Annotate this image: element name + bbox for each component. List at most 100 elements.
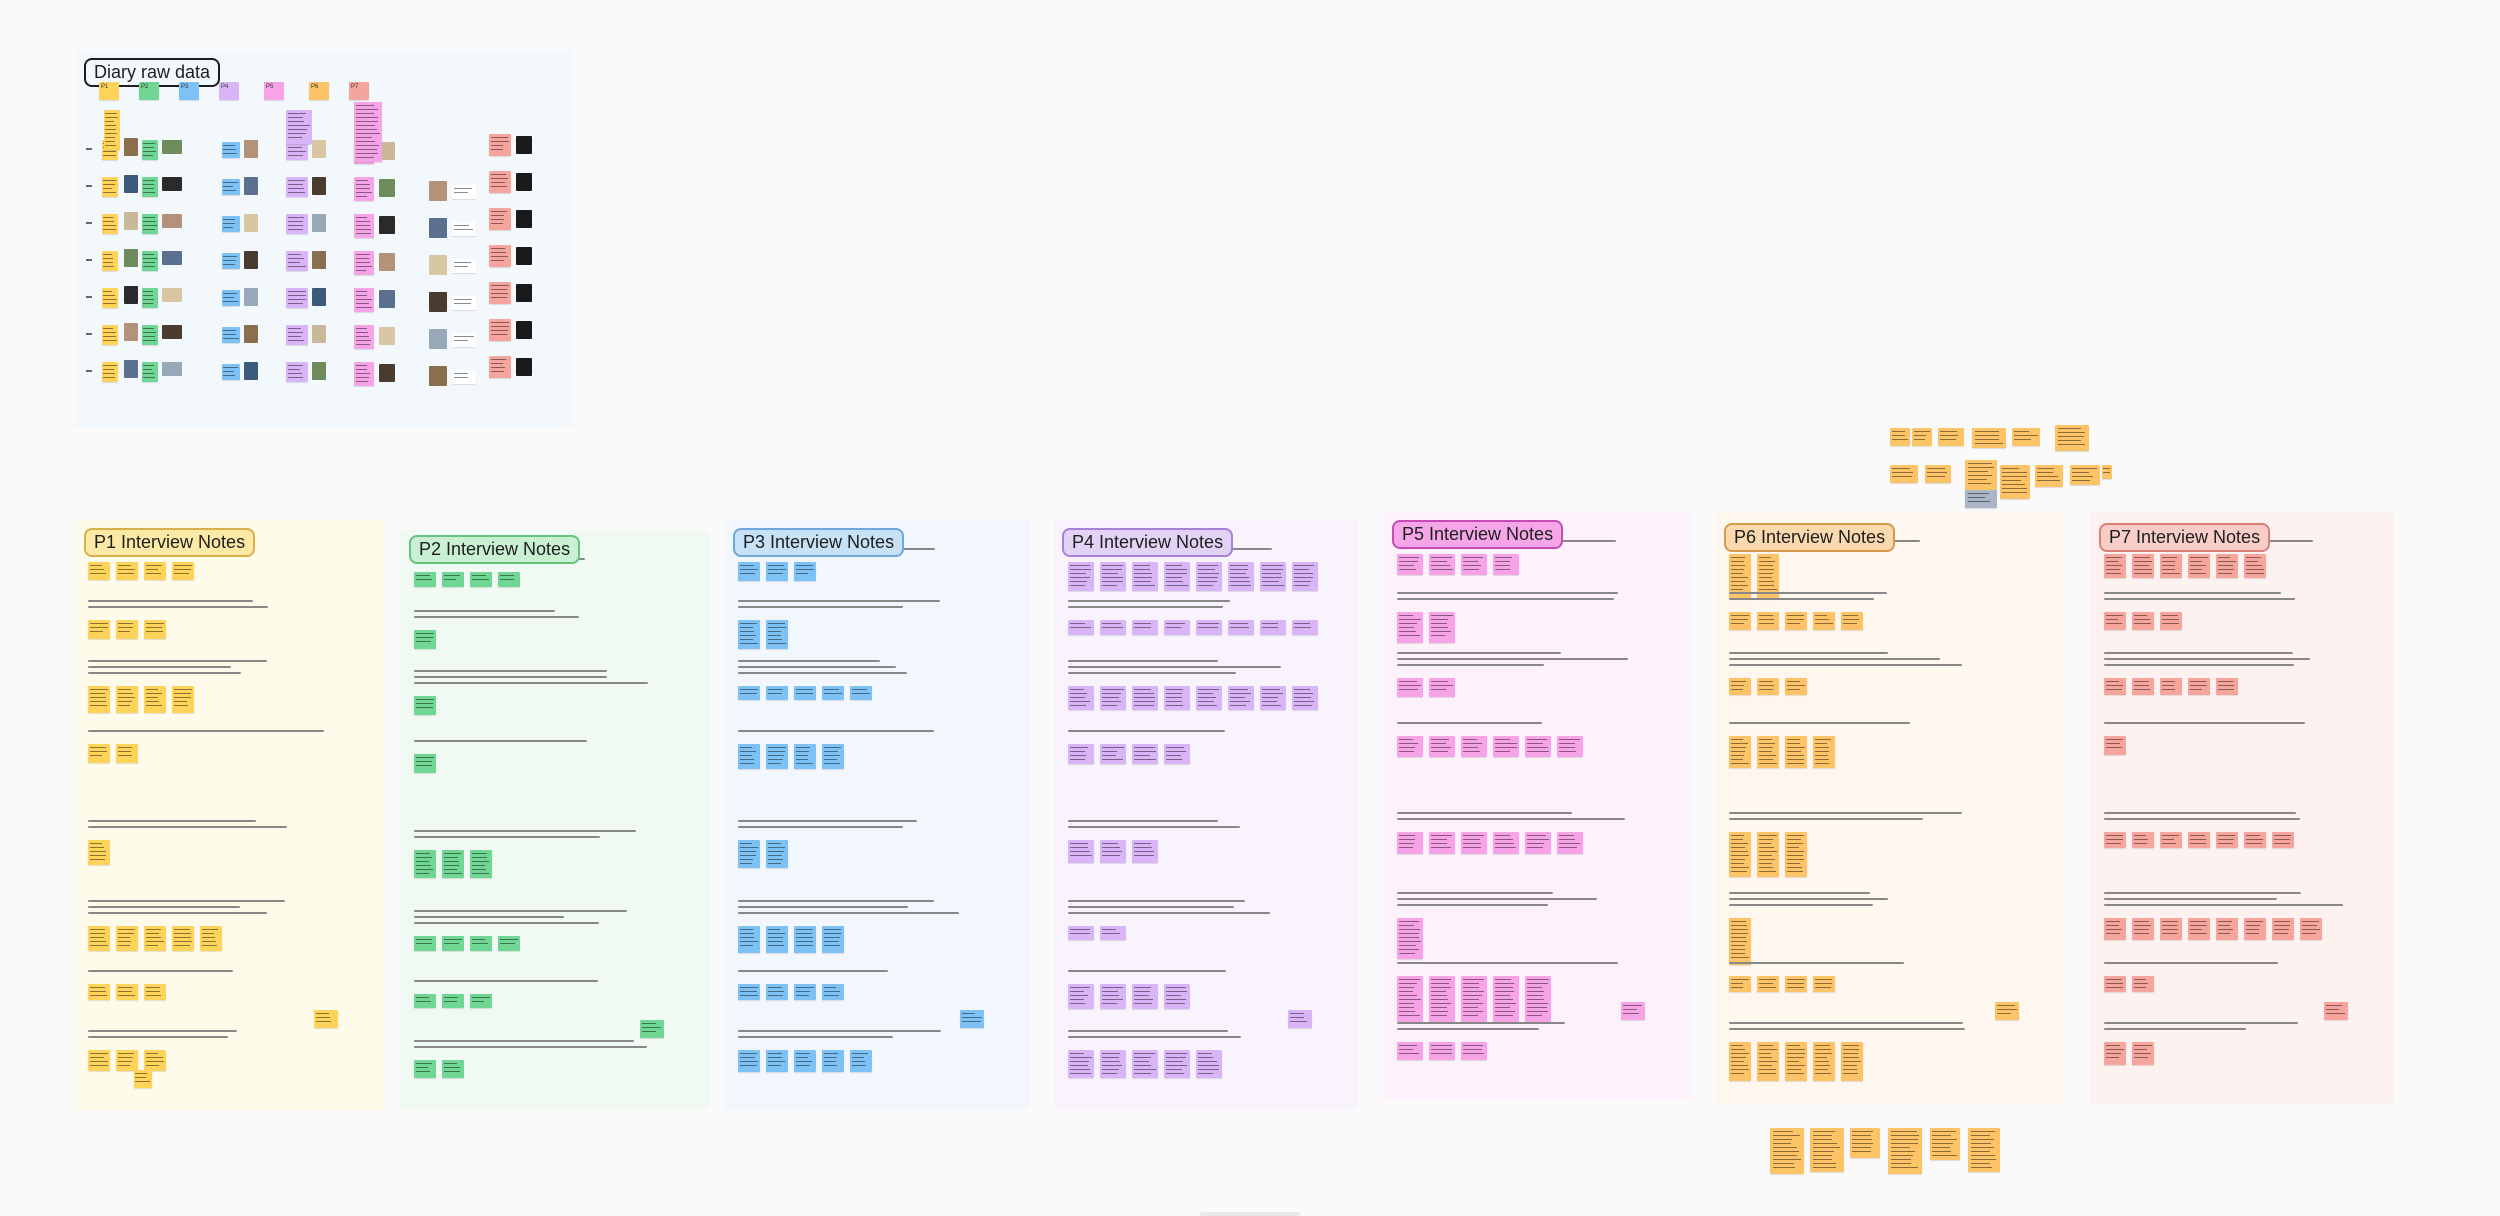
interview-sticky[interactable] bbox=[1729, 832, 1751, 877]
interview-sticky[interactable] bbox=[1100, 1050, 1126, 1078]
interview-sticky[interactable] bbox=[2300, 918, 2322, 940]
interview-sticky[interactable] bbox=[1729, 918, 1751, 965]
interview-sticky[interactable] bbox=[1132, 620, 1158, 635]
diary-entry[interactable] bbox=[354, 362, 374, 386]
interview-sticky[interactable] bbox=[172, 686, 194, 713]
interview-sticky[interactable] bbox=[470, 994, 492, 1008]
interview-sticky[interactable] bbox=[1429, 736, 1455, 757]
interview-sticky[interactable] bbox=[1785, 736, 1807, 768]
diary-photo[interactable] bbox=[124, 323, 138, 341]
interview-sticky[interactable] bbox=[414, 572, 436, 587]
floating-sticky[interactable] bbox=[1965, 460, 1997, 490]
interview-frame-p1[interactable] bbox=[74, 520, 384, 1110]
diary-photo[interactable] bbox=[379, 216, 395, 234]
interview-sticky[interactable] bbox=[1164, 744, 1190, 764]
interview-sticky[interactable] bbox=[738, 620, 760, 649]
interview-sticky[interactable] bbox=[1068, 984, 1094, 1009]
interview-sticky[interactable] bbox=[1397, 918, 1423, 959]
interview-sticky[interactable] bbox=[1429, 678, 1455, 697]
diary-entry[interactable] bbox=[489, 319, 511, 341]
interview-sticky[interactable] bbox=[2324, 1002, 2348, 1020]
interview-sticky[interactable] bbox=[314, 1010, 338, 1028]
diary-photo[interactable] bbox=[124, 212, 138, 230]
interview-sticky[interactable] bbox=[144, 620, 166, 639]
diary-frame[interactable]: Diary raw data P1 P2 P3 P4 P5 P6 P7 bbox=[74, 50, 574, 428]
interview-sticky[interactable] bbox=[116, 1050, 138, 1071]
interview-sticky[interactable] bbox=[1132, 744, 1158, 764]
interview-sticky[interactable] bbox=[470, 936, 492, 951]
diary-column-chip[interactable]: P3 bbox=[179, 82, 199, 100]
interview-sticky[interactable] bbox=[116, 562, 138, 580]
diary-caption[interactable] bbox=[452, 259, 476, 273]
interview-sticky[interactable] bbox=[766, 984, 788, 1000]
interview-sticky[interactable] bbox=[2104, 832, 2126, 848]
diary-photo[interactable] bbox=[429, 218, 447, 238]
diary-entry[interactable] bbox=[222, 179, 240, 195]
diary-photo[interactable] bbox=[244, 288, 258, 306]
interview-sticky[interactable] bbox=[1100, 562, 1126, 591]
floating-sticky[interactable] bbox=[1888, 1128, 1922, 1174]
diary-entry[interactable] bbox=[354, 325, 374, 349]
floating-sticky[interactable] bbox=[1925, 465, 1951, 483]
interview-sticky[interactable] bbox=[88, 1050, 110, 1071]
interview-title-p4[interactable]: P4 Interview Notes bbox=[1062, 528, 1234, 557]
interview-sticky[interactable] bbox=[766, 1050, 788, 1072]
diary-photo[interactable] bbox=[516, 284, 532, 302]
interview-sticky[interactable] bbox=[116, 744, 138, 763]
interview-sticky[interactable] bbox=[2188, 832, 2210, 848]
diary-entry[interactable] bbox=[222, 216, 240, 232]
diary-entry[interactable] bbox=[354, 251, 374, 275]
interview-sticky[interactable] bbox=[200, 926, 222, 951]
interview-sticky[interactable] bbox=[1228, 686, 1254, 710]
interview-sticky[interactable] bbox=[1461, 976, 1487, 1022]
diary-entry[interactable] bbox=[102, 325, 118, 345]
interview-sticky[interactable] bbox=[1132, 840, 1158, 863]
interview-sticky[interactable] bbox=[88, 840, 110, 865]
interview-sticky[interactable] bbox=[88, 744, 110, 763]
diary-photo[interactable] bbox=[244, 362, 258, 380]
diary-photo[interactable] bbox=[379, 179, 395, 197]
interview-sticky[interactable] bbox=[1196, 620, 1222, 635]
interview-sticky[interactable] bbox=[1785, 976, 1807, 992]
floating-sticky[interactable] bbox=[1938, 428, 1964, 446]
diary-photo[interactable] bbox=[162, 177, 182, 191]
floating-sticky[interactable] bbox=[1912, 428, 1932, 446]
floating-sticky[interactable] bbox=[1890, 428, 1910, 446]
interview-title-p1[interactable]: P1 Interview Notes bbox=[84, 528, 256, 557]
interview-frame-p4[interactable] bbox=[1054, 520, 1358, 1110]
interview-sticky[interactable] bbox=[1397, 832, 1423, 854]
floating-sticky[interactable] bbox=[1770, 1128, 1804, 1174]
interview-sticky[interactable] bbox=[822, 984, 844, 1000]
interview-sticky[interactable] bbox=[1785, 612, 1807, 630]
interview-sticky[interactable] bbox=[1429, 976, 1455, 1022]
interview-sticky[interactable] bbox=[1068, 686, 1094, 710]
interview-title-p5[interactable]: P5 Interview Notes bbox=[1392, 520, 1564, 549]
floating-sticky[interactable] bbox=[2012, 428, 2040, 446]
interview-sticky[interactable] bbox=[1260, 620, 1286, 635]
diary-entry[interactable] bbox=[286, 325, 308, 345]
interview-sticky[interactable] bbox=[1260, 686, 1286, 710]
diary-entry[interactable] bbox=[142, 140, 158, 160]
diary-photo[interactable] bbox=[379, 327, 395, 345]
interview-sticky[interactable] bbox=[766, 620, 788, 649]
interview-sticky[interactable] bbox=[1813, 976, 1835, 992]
diary-column-chip[interactable]: P4 bbox=[219, 82, 239, 100]
interview-sticky[interactable] bbox=[1164, 984, 1190, 1009]
interview-sticky[interactable] bbox=[442, 850, 464, 878]
interview-sticky[interactable] bbox=[442, 936, 464, 951]
diary-entry[interactable] bbox=[354, 102, 382, 162]
diary-photo[interactable] bbox=[516, 173, 532, 191]
floating-sticky[interactable] bbox=[1968, 1128, 2000, 1172]
floating-sticky[interactable] bbox=[2070, 465, 2100, 485]
diary-entry[interactable] bbox=[286, 214, 308, 234]
interview-sticky[interactable] bbox=[1493, 736, 1519, 757]
diary-column-chip[interactable]: P2 bbox=[139, 82, 159, 100]
interview-sticky[interactable] bbox=[1196, 562, 1222, 591]
interview-sticky[interactable] bbox=[1132, 1050, 1158, 1078]
diary-photo[interactable] bbox=[429, 292, 447, 312]
interview-sticky[interactable] bbox=[738, 1050, 760, 1072]
interview-sticky[interactable] bbox=[2160, 678, 2182, 695]
interview-sticky[interactable] bbox=[2216, 832, 2238, 848]
diary-photo[interactable] bbox=[124, 175, 138, 193]
interview-sticky[interactable] bbox=[2216, 678, 2238, 695]
